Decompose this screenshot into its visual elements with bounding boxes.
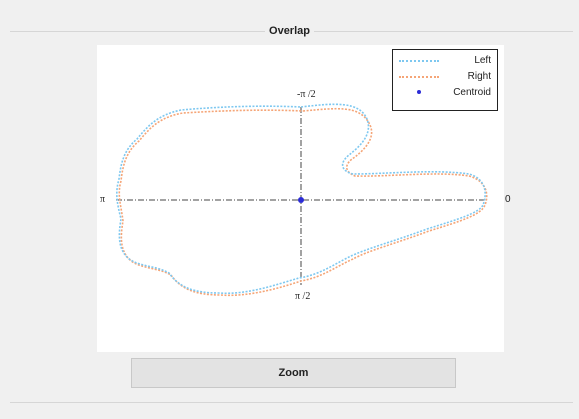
plot-legend: Left Right Centroid	[392, 49, 498, 111]
legend-marker-centroid	[417, 90, 421, 94]
polar-overlap-plot	[116, 103, 488, 297]
axis-label-bottom: π /2	[295, 291, 311, 302]
axis-label-top: -π /2	[297, 89, 316, 100]
zoom-button[interactable]: Zoom	[131, 358, 456, 388]
right-contour	[118, 107, 488, 297]
legend-entry-left: Left	[393, 54, 497, 68]
legend-entry-centroid: Centroid	[393, 86, 497, 100]
panel-title-text: Overlap	[265, 25, 314, 37]
legend-label-centroid: Centroid	[453, 87, 491, 98]
legend-label-right: Right	[467, 71, 491, 82]
axis-label-left: π	[100, 194, 106, 205]
zoom-button-label: Zoom	[278, 367, 309, 379]
panel-title: Overlap	[0, 24, 579, 38]
centroid-marker	[298, 197, 304, 203]
axis-label-right: 0	[505, 194, 511, 205]
legend-swatch-left	[399, 60, 439, 62]
legend-label-left: Left	[474, 55, 491, 66]
legend-entry-right: Right	[393, 70, 497, 84]
left-contour	[116, 103, 486, 295]
legend-swatch-right	[399, 76, 439, 78]
